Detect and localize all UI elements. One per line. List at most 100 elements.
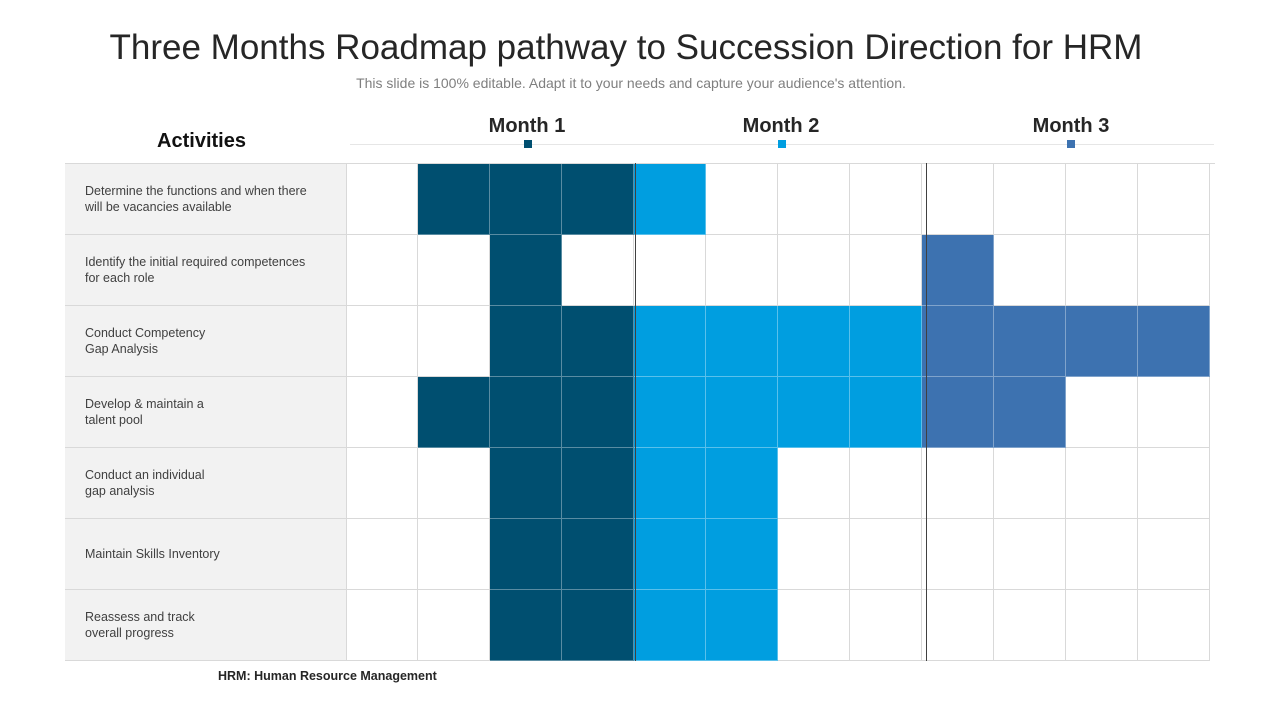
footnote: HRM: Human Resource Management [218, 669, 437, 683]
activity-label: Identify the initial required competence… [65, 235, 346, 306]
timeline-cell-empty [1066, 448, 1138, 519]
timeline-cell-filled [490, 519, 562, 590]
activity-label: Develop & maintain a talent pool [65, 377, 346, 448]
timeline-cell-filled [922, 306, 994, 377]
timeline-cell-filled [850, 377, 922, 448]
timeline-cell-filled [562, 164, 634, 235]
month-3-marker [1067, 140, 1075, 148]
timeline-cell-empty [1138, 519, 1210, 590]
timeline-cell-filled [490, 235, 562, 306]
timeline-cell-empty [418, 448, 490, 519]
timeline-cell-filled [706, 590, 778, 661]
slide-title: Three Months Roadmap pathway to Successi… [109, 28, 1143, 67]
timeline-cell-empty [778, 519, 850, 590]
timeline-cell-filled [418, 164, 490, 235]
timeline-cell-empty [1066, 235, 1138, 306]
timeline-cell-filled [706, 306, 778, 377]
activity-label-text: Conduct an individual gap analysis [85, 468, 205, 498]
timeline-cell-empty [562, 235, 634, 306]
timeline-cell-empty [994, 164, 1066, 235]
timeline-cell-filled [562, 377, 634, 448]
month-1-label: Month 1 [488, 115, 566, 137]
timeline-cell-empty [1138, 377, 1210, 448]
activity-label-text: Identify the initial required competence… [85, 255, 306, 285]
activity-label-text: Reassess and track overall progress [85, 610, 195, 640]
timeline-cell-filled [706, 377, 778, 448]
month-divider-1 [635, 163, 636, 661]
timeline-cell-empty [778, 448, 850, 519]
timeline-cell-empty [922, 164, 994, 235]
timeline-cell-filled [634, 164, 706, 235]
timeline-cell-empty [778, 164, 850, 235]
timeline-cell-filled [778, 377, 850, 448]
timeline-cell-filled [922, 235, 994, 306]
activity-label-text: Develop & maintain a talent pool [85, 397, 204, 427]
activity-label: Determine the functions and when there w… [65, 164, 346, 235]
timeline-cell-filled [562, 306, 634, 377]
timeline-cell-filled [490, 590, 562, 661]
timeline-cell-empty [850, 235, 922, 306]
timeline-cell-empty [346, 164, 418, 235]
timeline-cell-empty [1138, 448, 1210, 519]
timeline-cell-filled [490, 306, 562, 377]
timeline-cell-empty [922, 448, 994, 519]
timeline-cell-empty [1138, 235, 1210, 306]
roadmap-grid: Determine the functions and when there w… [65, 163, 1215, 662]
timeline-cell-filled [634, 306, 706, 377]
timeline-cell-filled [490, 164, 562, 235]
timeline-cell-empty [994, 519, 1066, 590]
timeline-cell-empty [346, 306, 418, 377]
timeline-cell-filled [562, 448, 634, 519]
timeline-cell-empty [346, 519, 418, 590]
month-2-label: Month 2 [742, 115, 820, 137]
activity-label: Maintain Skills Inventory [65, 519, 346, 590]
activity-label-text: Maintain Skills Inventory [85, 547, 220, 561]
timeline-cell-empty [634, 235, 706, 306]
timeline-cell-filled [490, 448, 562, 519]
timeline-cell-empty [850, 164, 922, 235]
activity-label-text: Conduct Competency Gap Analysis [85, 326, 206, 356]
timeline-cell-filled [634, 519, 706, 590]
activity-label: Conduct Competency Gap Analysis [65, 306, 346, 377]
month-divider-2 [926, 163, 927, 661]
timeline-cell-empty [1066, 377, 1138, 448]
timeline-cell-empty [418, 235, 490, 306]
timeline-cell-empty [346, 590, 418, 661]
timeline-cell-empty [994, 448, 1066, 519]
timeline-cell-empty [922, 519, 994, 590]
month-2-marker [778, 140, 786, 148]
timeline-cell-empty [418, 590, 490, 661]
timeline-cell-filled [634, 377, 706, 448]
timeline-cell-filled [850, 306, 922, 377]
timeline-cell-filled [490, 377, 562, 448]
timeline-cell-empty [1138, 164, 1210, 235]
timeline-cell-filled [1138, 306, 1210, 377]
timeline-cell-empty [346, 377, 418, 448]
timeline-cell-empty [346, 448, 418, 519]
timeline-cell-filled [994, 377, 1066, 448]
timeline-cell-empty [1066, 590, 1138, 661]
timeline-cell-filled [778, 306, 850, 377]
month-3-label: Month 3 [1032, 115, 1110, 137]
timeline-cell-empty [1066, 164, 1138, 235]
timeline-cell-empty [922, 590, 994, 661]
month-1-marker [524, 140, 532, 148]
activities-header: Activities [157, 130, 246, 152]
timeline-cell-empty [1138, 590, 1210, 661]
timeline-cell-filled [1066, 306, 1138, 377]
timeline-cell-empty [418, 306, 490, 377]
timeline-cell-filled [562, 519, 634, 590]
timeline-cell-filled [994, 306, 1066, 377]
timeline-cell-filled [706, 519, 778, 590]
timeline-cell-filled [706, 448, 778, 519]
timeline-cell-empty [706, 235, 778, 306]
timeline-cell-empty [1066, 519, 1138, 590]
timeline-cell-filled [418, 377, 490, 448]
activity-label: Conduct an individual gap analysis [65, 448, 346, 519]
timeline-cell-empty [346, 235, 418, 306]
slide-subtitle: This slide is 100% editable. Adapt it to… [356, 75, 906, 91]
timeline-cell-filled [922, 377, 994, 448]
timeline-cell-empty [778, 590, 850, 661]
timeline-cell-empty [706, 164, 778, 235]
timeline-cell-filled [634, 590, 706, 661]
